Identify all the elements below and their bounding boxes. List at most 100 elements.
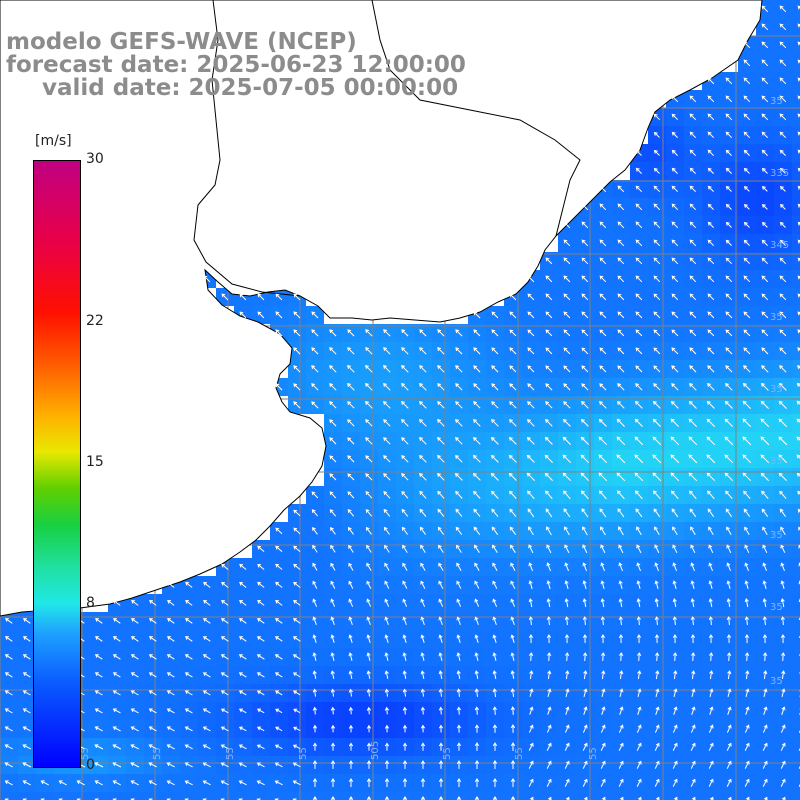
wind-arrow (779, 508, 787, 517)
wind-arrow (22, 654, 31, 660)
wind-arrow (383, 365, 391, 373)
wind-arrow (599, 221, 607, 229)
wind-arrow (185, 600, 193, 606)
wind-arrow (293, 563, 301, 570)
wind-arrow (761, 113, 769, 121)
wind-speed-cell (792, 792, 800, 800)
wind-arrow (725, 77, 733, 85)
wind-speed-cell (792, 432, 800, 450)
wind-arrow (779, 5, 787, 13)
wind-arrow (274, 744, 283, 750)
wind-arrow (94, 636, 103, 642)
wind-arrow (601, 706, 606, 715)
wind-speed-cell (792, 666, 800, 684)
wind-arrow (581, 221, 589, 229)
wind-arrow (672, 616, 677, 626)
wind-arrow (203, 600, 211, 606)
grid-edge-label: 35 (770, 96, 783, 107)
wind-arrow (384, 652, 389, 662)
wind-arrow (274, 654, 283, 660)
wind-arrow (725, 490, 733, 500)
wind-arrow (600, 742, 606, 751)
wind-arrow (256, 762, 265, 768)
wind-arrow (456, 778, 462, 787)
wind-speed-cell (396, 792, 414, 800)
wind-arrow (438, 652, 443, 662)
wind-arrow (654, 652, 660, 662)
wind-arrow (402, 760, 408, 769)
wind-arrow (726, 526, 732, 536)
wind-arrow (743, 365, 751, 373)
wind-arrow (365, 347, 373, 355)
wind-arrow (726, 544, 732, 554)
wind-arrow (688, 472, 698, 482)
wind-arrow (671, 490, 679, 500)
wind-arrow (581, 293, 589, 301)
wind-arrow (635, 221, 643, 229)
wind-arrow (780, 598, 785, 608)
wind-arrow (220, 618, 229, 624)
wind-arrow (634, 454, 644, 464)
wind-arrow (257, 600, 265, 606)
wind-arrow (654, 598, 659, 608)
wind-arrow (742, 418, 752, 428)
wind-arrow (420, 598, 426, 607)
wind-arrow (347, 329, 355, 337)
wind-arrow (401, 383, 409, 391)
wind-arrow (619, 706, 624, 715)
wind-arrow (347, 526, 354, 535)
wind-arrow (545, 329, 553, 337)
wind-arrow (671, 257, 679, 265)
wind-arrow (202, 762, 211, 768)
wind-arrow (745, 688, 750, 698)
wind-arrow (797, 275, 800, 280)
grid-edge-label: 55 (588, 747, 599, 760)
wind-arrow (617, 257, 625, 265)
wind-arrow (725, 329, 733, 337)
wind-arrow (546, 742, 552, 751)
wind-arrow (383, 473, 391, 481)
wind-arrow (474, 706, 479, 715)
wind-arrow (419, 455, 427, 463)
wind-speed-cell (450, 792, 468, 800)
wind-arrow (438, 580, 444, 589)
wind-arrow (220, 762, 229, 768)
wind-arrow (365, 419, 373, 427)
wind-arrow (4, 618, 13, 624)
wind-arrow (707, 95, 715, 103)
wind-arrow (492, 688, 497, 697)
wind-arrow (580, 472, 590, 482)
wind-arrow (509, 329, 517, 337)
wind-arrow (528, 760, 534, 769)
wind-arrow (492, 796, 498, 800)
wind-arrow (220, 654, 229, 660)
wind-arrow (491, 490, 499, 499)
wind-arrow (743, 203, 750, 210)
wind-speed-cell (792, 216, 800, 234)
wind-arrow (565, 670, 570, 680)
wind-arrow (312, 724, 318, 733)
wind-arrow (582, 616, 587, 626)
wind-arrow (437, 329, 445, 337)
wind-arrow (724, 472, 734, 482)
wind-arrow (779, 347, 787, 355)
wind-arrow (671, 365, 679, 373)
wind-arrow (599, 365, 607, 373)
wind-arrow (348, 616, 353, 625)
wind-arrow (564, 652, 570, 662)
wind-arrow (437, 455, 445, 463)
wind-arrow (275, 311, 283, 319)
wind-arrow (4, 654, 13, 660)
wind-arrow (761, 59, 769, 67)
wind-arrow (637, 670, 642, 680)
wind-arrow (474, 688, 479, 697)
wind-arrow (600, 616, 605, 626)
wind-arrow (635, 508, 643, 518)
wind-arrow (293, 383, 301, 391)
wind-arrow (455, 419, 463, 427)
wind-arrow (600, 652, 606, 662)
wind-arrow (185, 581, 193, 588)
wind-arrow (797, 221, 800, 226)
wind-arrow (456, 634, 461, 643)
wind-arrow (564, 598, 569, 608)
